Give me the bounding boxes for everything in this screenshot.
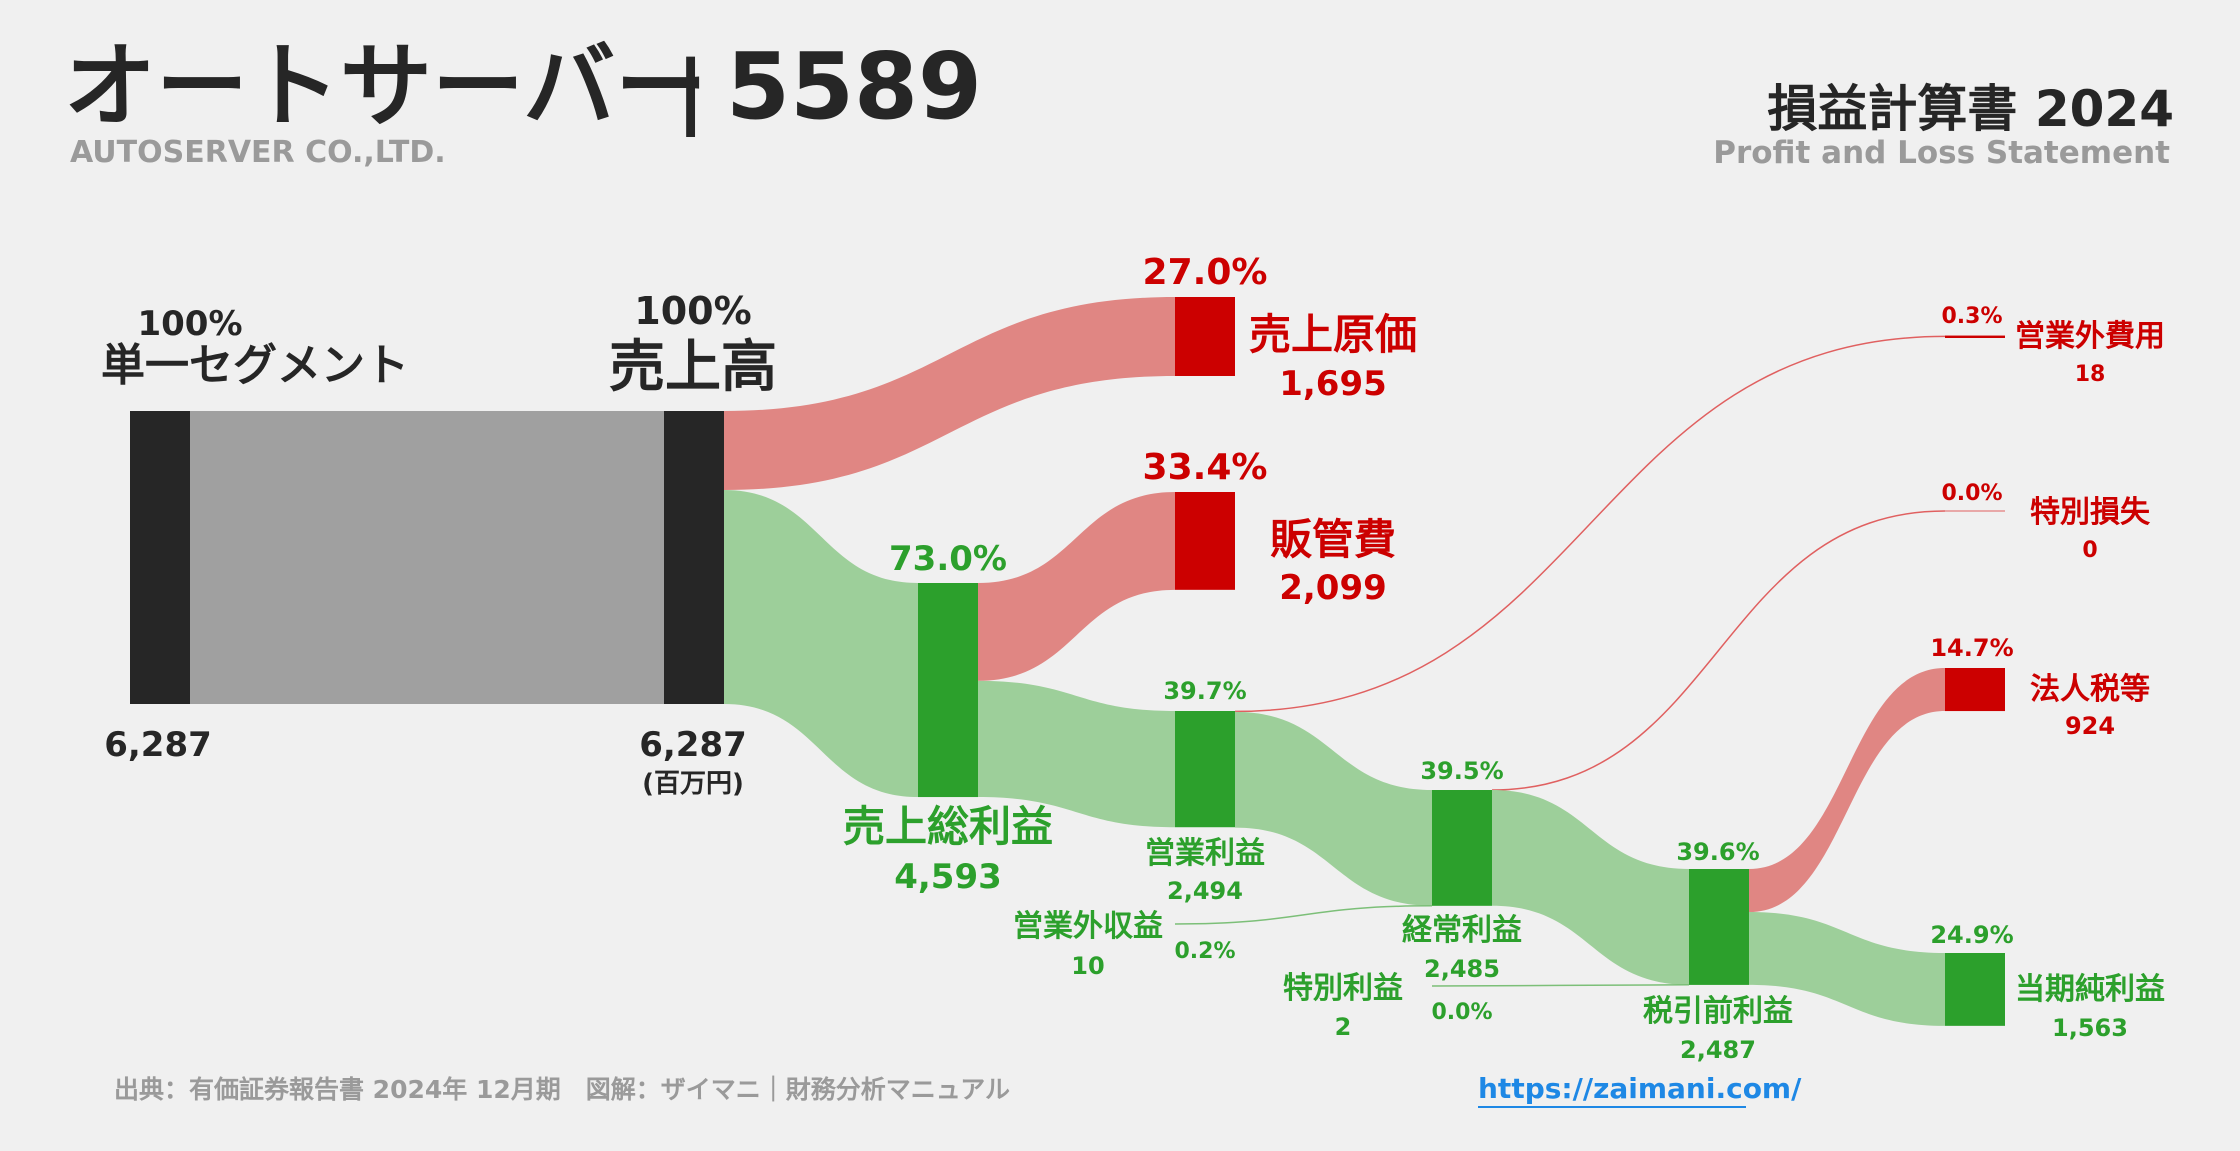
value-label-net: 1,563 [2052,1014,2128,1042]
name-label-net: 当期純利益 [2015,972,2165,1007]
node-net [1945,953,2005,1026]
value-label-cogs: 1,695 [1279,364,1387,404]
node-nonop_exp [1945,336,2005,338]
company-name-en: AUTOSERVER CO.,LTD. [70,135,446,170]
value-label-tax: 924 [2065,712,2115,740]
flow-pretax-to-tax [1749,668,1945,913]
pct-label-nonop-inc: 0.2% [1174,939,1235,964]
pct-label-revenue: 100% [634,289,751,333]
pct-label-segment: 100% [137,304,242,344]
value-label-ordinary: 2,485 [1424,955,1500,983]
sankey-labels: 100%単一セグメント6,287100%売上高6,287(百万円)27.0%売上… [101,252,2165,1064]
node-tax [1945,668,2005,712]
statement-subtitle: Profit and Loss Statement [1713,135,2170,171]
name-label-nonop-inc: 営業外収益 [1013,909,1163,944]
title-separator: | [676,44,705,138]
pct-label-op: 39.7% [1163,677,1246,705]
flow-gross-to-op [978,680,1175,828]
node-cogs [1175,297,1235,376]
name-label-nonop-exp: 営業外費用 [2015,319,2165,354]
footer-link[interactable]: https://zaimani.com/ [1478,1072,1802,1105]
flow-op-to-ordinary [1235,711,1432,906]
pct-label-gross: 73.0% [889,539,1007,579]
node-segment [130,411,190,704]
pct-label-nonop-exp: 0.3% [1941,304,2002,329]
name-label-gross: 売上総利益 [843,802,1053,851]
pct-label-sga: 33.4% [1143,447,1268,488]
value-label-nonop-inc: 10 [1071,952,1104,980]
name-label-cogs: 売上原価 [1249,310,1417,359]
name-label-sga: 販管費 [1270,515,1396,564]
node-sga [1175,492,1235,590]
unit-label: (百万円) [642,769,744,799]
value-label-op: 2,494 [1167,877,1243,905]
ticker-code: 5589 [726,33,982,140]
footer-source: 出典：有価証券報告書 2024年 12月期 図解：ザイマニ｜財務分析マニュアル [114,1075,1010,1104]
value-label-ext-gain: 2 [1335,1013,1352,1041]
value-label-pretax: 2,487 [1680,1036,1756,1064]
flow-ordinary-to-ext_loss [1491,510,1946,791]
value-label-gross: 4,593 [894,857,1002,897]
flow-op-to-nonop_exp [1234,335,1946,713]
flow-segment-to-revenue [190,411,664,704]
value-label-sga: 2,099 [1279,568,1387,608]
name-label-ext-loss: 特別損失 [2030,495,2151,530]
pct-label-cogs: 27.0% [1143,252,1268,293]
name-label-revenue: 売上高 [609,335,777,400]
value-label-nonop-exp: 18 [2075,362,2106,387]
pct-label-net: 24.9% [1930,921,2013,949]
node-gross [918,583,978,798]
flow-pretax-to-net [1749,912,1945,1026]
flow-gross-to-sga [978,492,1175,681]
flow-revenue-to-gross [724,489,918,798]
node-revenue [664,411,724,704]
value-label-segment: 6,287 [104,725,212,765]
pct-label-pretax: 39.6% [1676,838,1759,866]
pct-label-tax: 14.7% [1930,634,2013,662]
flow-nonop_inc-to-ordinary [1174,905,1433,925]
statement-title: 損益計算書 2024 [1767,80,2174,138]
name-label-ext-gain: 特別利益 [1283,971,1403,1006]
flow-ordinary-to-pretax [1492,790,1689,985]
sankey-flows [190,297,2005,1026]
node-ordinary [1432,790,1492,906]
name-label-segment: 単一セグメント [101,340,409,391]
flow-ext_gain-to-pretax [1431,984,1690,987]
value-label-revenue: 6,287 [639,725,747,765]
name-label-tax: 法人税等 [2030,672,2150,707]
sankey-nodes [130,297,2005,1026]
company-name: オートサーバー [64,33,707,140]
name-label-ordinary: 経常利益 [1402,913,1522,948]
value-label-ext-loss: 0 [2082,538,2097,563]
node-op [1175,711,1235,828]
flow-revenue-to-cogs [724,297,1175,490]
pct-label-ext-loss: 0.0% [1941,481,2002,506]
name-label-pretax: 税引前利益 [1643,994,1793,1029]
name-label-op: 営業利益 [1145,836,1265,871]
pct-label-ext-gain: 0.0% [1431,1000,1492,1025]
pct-label-ordinary: 39.5% [1420,757,1503,785]
node-pretax [1689,869,1749,985]
